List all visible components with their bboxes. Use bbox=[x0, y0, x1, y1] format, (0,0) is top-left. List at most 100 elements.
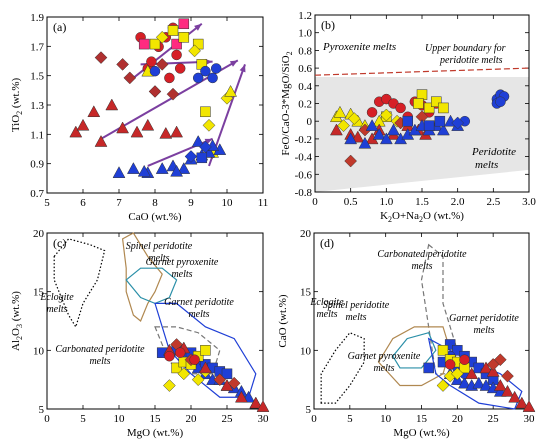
data-point bbox=[178, 32, 190, 43]
data-point bbox=[177, 162, 191, 174]
data-point bbox=[479, 379, 493, 391]
x-tick-label: 15 bbox=[416, 413, 428, 425]
data-point bbox=[94, 51, 108, 64]
data-point bbox=[423, 102, 435, 114]
data-point bbox=[451, 116, 465, 130]
data-point bbox=[192, 72, 204, 84]
data-point bbox=[174, 63, 186, 74]
x-tick-label: 5 bbox=[80, 413, 86, 425]
x-tick-label: 1.5 bbox=[415, 196, 429, 208]
field-outline bbox=[392, 332, 437, 369]
annotation-upper-boundary: Upper boundary for bbox=[425, 43, 506, 54]
x-tick-label: 0 bbox=[311, 413, 317, 425]
field-outline bbox=[125, 267, 178, 305]
data-point bbox=[126, 162, 140, 174]
y-tick-label: 0.4 bbox=[298, 81, 312, 93]
data-point bbox=[159, 126, 173, 139]
x-axis-label: K2O+Na2O (wt.%) bbox=[380, 210, 464, 224]
field-outline bbox=[53, 238, 106, 329]
data-point bbox=[402, 115, 413, 127]
data-point bbox=[249, 396, 263, 409]
data-point bbox=[184, 150, 198, 163]
upper-boundary-line bbox=[314, 67, 530, 76]
data-point bbox=[196, 152, 208, 164]
data-point bbox=[436, 379, 450, 392]
x-tick-label: 2.0 bbox=[451, 196, 465, 208]
y-tick-label: 1.1 bbox=[30, 129, 44, 141]
field-label: melts bbox=[89, 356, 110, 367]
x-tick-label: 0.5 bbox=[344, 196, 358, 208]
field-label: melts bbox=[171, 269, 192, 280]
data-point bbox=[387, 123, 400, 136]
y-tick-label: -0.4 bbox=[295, 152, 313, 164]
data-point bbox=[177, 367, 191, 381]
data-point bbox=[178, 18, 190, 30]
panel-label: (b) bbox=[321, 18, 335, 32]
data-point bbox=[171, 362, 182, 374]
data-point bbox=[148, 85, 162, 98]
field-label: melts bbox=[148, 253, 169, 264]
panel-label: (d) bbox=[320, 236, 334, 250]
data-point bbox=[76, 118, 90, 131]
y-axis-label: CaO (wt.%) bbox=[277, 294, 289, 347]
y-tick-label: 20 bbox=[300, 228, 312, 240]
x-tick-label: 2.5 bbox=[486, 196, 500, 208]
data-point bbox=[138, 38, 150, 50]
data-point bbox=[379, 108, 393, 122]
data-point bbox=[155, 58, 169, 71]
data-point bbox=[501, 384, 514, 397]
annotation-peridotite-2: melts bbox=[475, 159, 498, 171]
trend-arrowhead bbox=[229, 60, 238, 67]
y-tick-label: -0.8 bbox=[295, 187, 313, 199]
y-tick-label: -0.6 bbox=[295, 169, 313, 181]
data-point bbox=[501, 369, 514, 383]
data-point bbox=[116, 121, 130, 134]
data-point bbox=[358, 136, 372, 149]
x-tick-label: 3.0 bbox=[522, 196, 536, 208]
data-point bbox=[423, 362, 434, 374]
data-point bbox=[174, 347, 186, 358]
x-tick-label: 10 bbox=[114, 413, 126, 425]
data-point bbox=[452, 345, 463, 356]
data-point bbox=[105, 98, 119, 111]
x-tick-label: 5 bbox=[44, 197, 50, 209]
data-point bbox=[155, 162, 169, 174]
x-tick-label: 25 bbox=[222, 413, 234, 425]
annotation-peridotite: Peridotite bbox=[471, 146, 516, 158]
field-label: melts bbox=[46, 304, 67, 315]
panel-a: 5 6 7 8 9 10 11 0.7 0.9 1.1 1.3 1.5 1.7 1.9 CaO (wt.%)… bbox=[10, 12, 268, 223]
data-point bbox=[146, 56, 157, 67]
data-point bbox=[450, 367, 464, 381]
y-tick-label: 1.0 bbox=[298, 28, 312, 40]
data-point bbox=[69, 125, 83, 138]
data-point bbox=[436, 123, 450, 136]
data-point bbox=[472, 376, 486, 389]
data-point bbox=[413, 98, 424, 109]
y-tick-label: 0.6 bbox=[298, 63, 312, 75]
y-tick-label: 15 bbox=[300, 287, 312, 299]
annotation-pyroxenite: Pyroxenite melts bbox=[322, 41, 396, 53]
data-point bbox=[112, 166, 126, 178]
data-point bbox=[149, 38, 161, 50]
data-point bbox=[87, 105, 101, 118]
x-tick-label: 9 bbox=[188, 197, 194, 209]
data-point bbox=[372, 127, 386, 140]
x-axis-label: MgO (wt.%) bbox=[127, 427, 184, 439]
data-point bbox=[431, 96, 442, 107]
y-axis-label: TiO2 (wt.%) bbox=[10, 78, 24, 133]
data-point bbox=[167, 25, 179, 36]
x-tick-label: 20 bbox=[452, 413, 464, 425]
data-point bbox=[347, 112, 361, 125]
x-tick-label: 5 bbox=[347, 413, 353, 425]
x-axis-label: MgO (wt.%) bbox=[393, 427, 450, 439]
panel-label: (c) bbox=[53, 236, 66, 250]
data-point bbox=[170, 125, 184, 138]
field-label: melts bbox=[188, 309, 209, 320]
data-point bbox=[227, 376, 241, 390]
x-tick-label: 10 bbox=[380, 413, 392, 425]
data-point bbox=[191, 135, 205, 147]
x-tick-label: 0 bbox=[44, 413, 50, 425]
data-point bbox=[329, 123, 343, 136]
